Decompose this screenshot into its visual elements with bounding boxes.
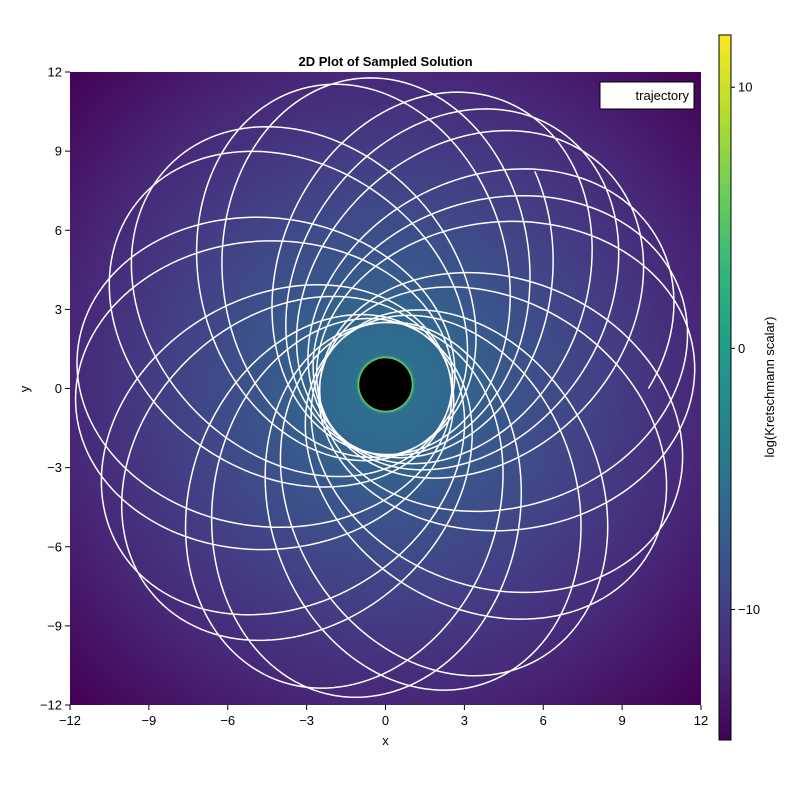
trajectory-layer	[74, 77, 696, 699]
colorbar-tick-label: 0	[738, 341, 745, 356]
y-tick-label: 9	[55, 144, 62, 159]
x-tick-label: 3	[461, 713, 468, 728]
trajectory-line	[74, 77, 696, 699]
colorbar-tick-label: 10	[738, 80, 752, 95]
y-tick-label: −12	[40, 698, 62, 713]
x-tick-label: 6	[540, 713, 547, 728]
colorbar-tick-label: −10	[738, 602, 760, 617]
y-tick-label: 3	[55, 302, 62, 317]
x-tick-label: 12	[694, 713, 708, 728]
x-tick-label: 9	[619, 713, 626, 728]
legend: trajectory	[599, 81, 695, 110]
black-hole-horizon	[359, 358, 412, 411]
x-tick-label: −3	[299, 713, 314, 728]
y-tick-label: 12	[48, 65, 62, 80]
y-tick-label: 0	[55, 381, 62, 396]
y-axis-label: y	[17, 385, 32, 392]
y-tick-label: −3	[47, 460, 62, 475]
x-tick-label: −12	[59, 713, 81, 728]
chart-title: 2D Plot of Sampled Solution	[298, 54, 472, 69]
colorbar-gradient	[718, 34, 732, 741]
colorbar-label: log(Kretschmann scalar)	[762, 317, 777, 458]
colorbar: 10 0 −10 log(Kretschmann scalar)	[718, 34, 777, 741]
y-tick-label: −9	[47, 618, 62, 633]
x-tick-label: 0	[382, 713, 389, 728]
y-tick-label: 6	[55, 223, 62, 238]
y-axis: −12 −9 −6 −3 0 3 6 9 12	[40, 65, 70, 713]
x-axis-label: x	[382, 733, 389, 748]
x-tick-label: −6	[220, 713, 235, 728]
colorbar-ticks: 10 0 −10	[731, 80, 760, 617]
legend-label-trajectory: trajectory	[636, 88, 690, 103]
x-axis: −12 −9 −6 −3 0 3 6 9 12	[59, 705, 708, 728]
y-tick-label: −6	[47, 539, 62, 554]
x-tick-label: −9	[141, 713, 156, 728]
plot-area	[70, 72, 701, 705]
